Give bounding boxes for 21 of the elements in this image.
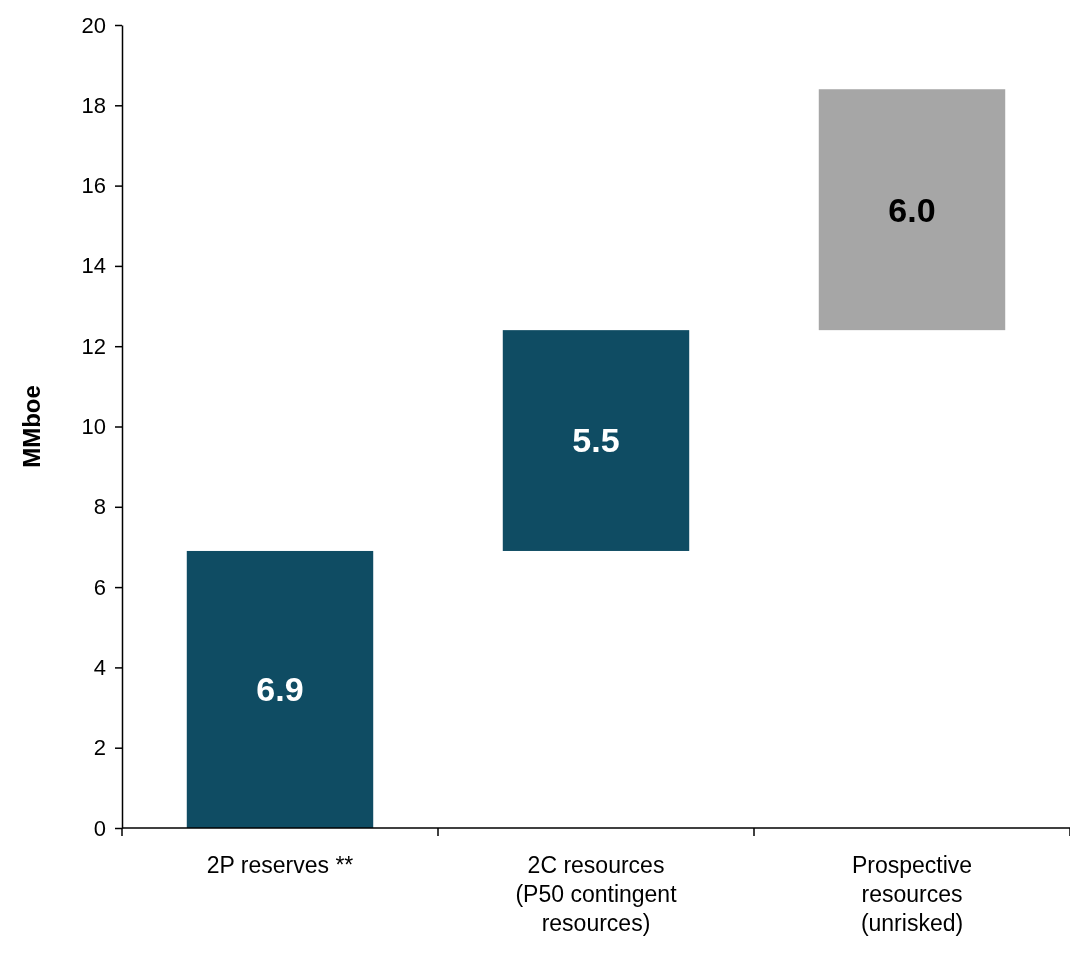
y-tick-label: 18 [81,92,106,118]
y-tick-label: 20 [81,12,106,38]
y-tick-label: 16 [81,173,106,199]
data-label: 5.5 [572,421,620,460]
y-tick-label: 14 [81,253,106,279]
x-tick-label: Prospective resources (unrisked) [851,852,973,936]
y-tick-label: 2 [93,735,106,761]
y-tick-label: 4 [93,654,106,680]
y-tick-label: 12 [81,333,106,359]
y-tick-label: 8 [93,494,106,520]
data-label: 6.9 [256,670,304,709]
y-tick-label: 6 [93,574,106,600]
data-label: 6.0 [888,190,936,229]
y-axis-title: MMboe [18,385,45,468]
bar [186,550,374,828]
bar [502,330,690,551]
x-tick-label: 2C resources (P50 contingent resources) [515,852,678,936]
y-tick-label: 10 [81,414,106,440]
y-tick-label: 0 [93,815,106,841]
bar [818,89,1006,331]
x-tick-label: 2P reserves ** [206,852,354,878]
